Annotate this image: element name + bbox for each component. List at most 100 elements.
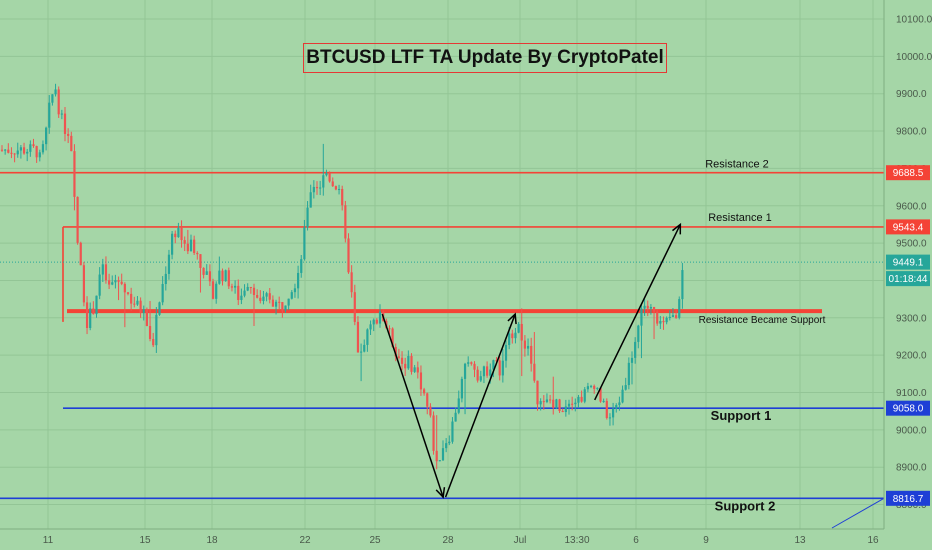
x-tick-label: 25: [369, 535, 381, 546]
candle-body: [668, 316, 671, 318]
candle-body: [183, 240, 186, 244]
candle-body: [457, 398, 460, 413]
candle-body: [593, 385, 596, 389]
candle-body: [120, 281, 123, 284]
candle-body: [643, 305, 646, 309]
candle-body: [530, 345, 533, 364]
candle-body: [652, 306, 656, 312]
candle-body: [366, 329, 369, 345]
level-lines: [0, 171, 885, 529]
candle-body: [441, 448, 445, 461]
trend-arrow-line: [444, 313, 516, 498]
candle-body: [189, 239, 193, 252]
current-price-badge: [886, 254, 930, 270]
level-name: Support 2: [715, 498, 776, 513]
candle-body: [511, 333, 514, 339]
candle-body: [416, 367, 419, 373]
y-tick-label: 9300.0: [896, 313, 927, 324]
candle-body: [319, 187, 322, 189]
candle-body: [19, 147, 22, 151]
chart-title: BTCUSD LTF TA Update By CryptoPatel: [306, 47, 664, 68]
candle-body: [0, 149, 4, 151]
trend-arrows: [381, 222, 682, 499]
candle-body: [158, 302, 161, 315]
candle-body: [495, 360, 498, 362]
y-tick-label: 10100.0: [896, 15, 932, 26]
candle-body: [391, 328, 394, 347]
candle-body: [489, 369, 492, 376]
candle-body: [574, 402, 577, 405]
price-label-badge: [886, 490, 930, 506]
candle-body: [57, 89, 60, 115]
candle-body: [523, 340, 526, 349]
candle-body: [300, 259, 303, 273]
candle-body: [624, 385, 627, 390]
candle-body: [26, 151, 29, 154]
candle-body: [4, 149, 7, 151]
candle-body: [297, 272, 300, 289]
candle-body: [612, 408, 615, 418]
candle-body: [85, 302, 89, 328]
candle-body: [148, 326, 152, 339]
candle-body: [454, 412, 457, 422]
x-tick-label: 28: [442, 535, 454, 546]
x-tick-label: 9: [703, 535, 709, 546]
candle-body: [325, 173, 328, 176]
y-tick-label: 8900.0: [896, 463, 927, 474]
candle-body: [234, 285, 237, 288]
candle-body: [101, 264, 104, 275]
level-names: Resistance 2 Resistance 1 Resistance Becam…: [699, 159, 826, 514]
x-tick-label: 22: [299, 535, 311, 546]
candle-body: [67, 133, 70, 136]
trend-arrow-head: [435, 487, 446, 499]
candle-body: [22, 147, 26, 154]
candle-body: [426, 393, 429, 407]
x-tick-label: 11: [43, 535, 54, 546]
candle-body: [221, 270, 224, 282]
candle-body: [108, 280, 111, 285]
x-tick-label: 18: [206, 535, 218, 546]
candle-body: [637, 325, 640, 342]
candle-body: [341, 189, 344, 206]
candle-body: [7, 149, 10, 153]
candle-body: [397, 356, 400, 358]
candle-body: [662, 321, 665, 323]
candle-body: [504, 345, 508, 361]
countdown-label: 01:18:44: [889, 274, 928, 285]
candle-body: [596, 387, 599, 389]
trend-arrow-head: [507, 312, 517, 325]
candle-body: [114, 280, 117, 283]
price-axis: 8800.08900.09000.09100.09200.09300.09400…: [883, 0, 932, 550]
candle-body: [435, 450, 438, 462]
candle-body: [539, 401, 542, 405]
y-tick-label: 9200.0: [896, 351, 927, 362]
candle-body: [79, 242, 82, 266]
candle-body: [630, 357, 634, 363]
candle-body: [615, 405, 618, 409]
candle-body: [675, 315, 678, 318]
y-tick-label: 9100.0: [896, 388, 927, 399]
candle-body: [38, 152, 41, 158]
candle-body: [63, 113, 67, 134]
candle-body: [202, 267, 205, 275]
candle-body: [240, 295, 243, 301]
candle-body: [586, 386, 589, 390]
candle-body: [410, 355, 413, 372]
candle-body: [281, 302, 284, 311]
candle-body: [249, 286, 252, 288]
candle-body: [564, 406, 567, 413]
candle-body: [287, 298, 290, 306]
candle-body: [196, 252, 199, 255]
candle-body: [463, 363, 467, 379]
candle-body: [536, 380, 539, 405]
candle-body: [139, 300, 142, 314]
candle-body: [375, 319, 378, 324]
candle-body: [256, 295, 259, 298]
candle-body: [136, 300, 139, 305]
candle-body: [649, 306, 652, 309]
candle-body: [164, 273, 167, 285]
y-tick-label: 9800.0: [896, 127, 927, 138]
x-tick-label: Jul: [514, 535, 527, 546]
candle-body: [243, 290, 246, 296]
